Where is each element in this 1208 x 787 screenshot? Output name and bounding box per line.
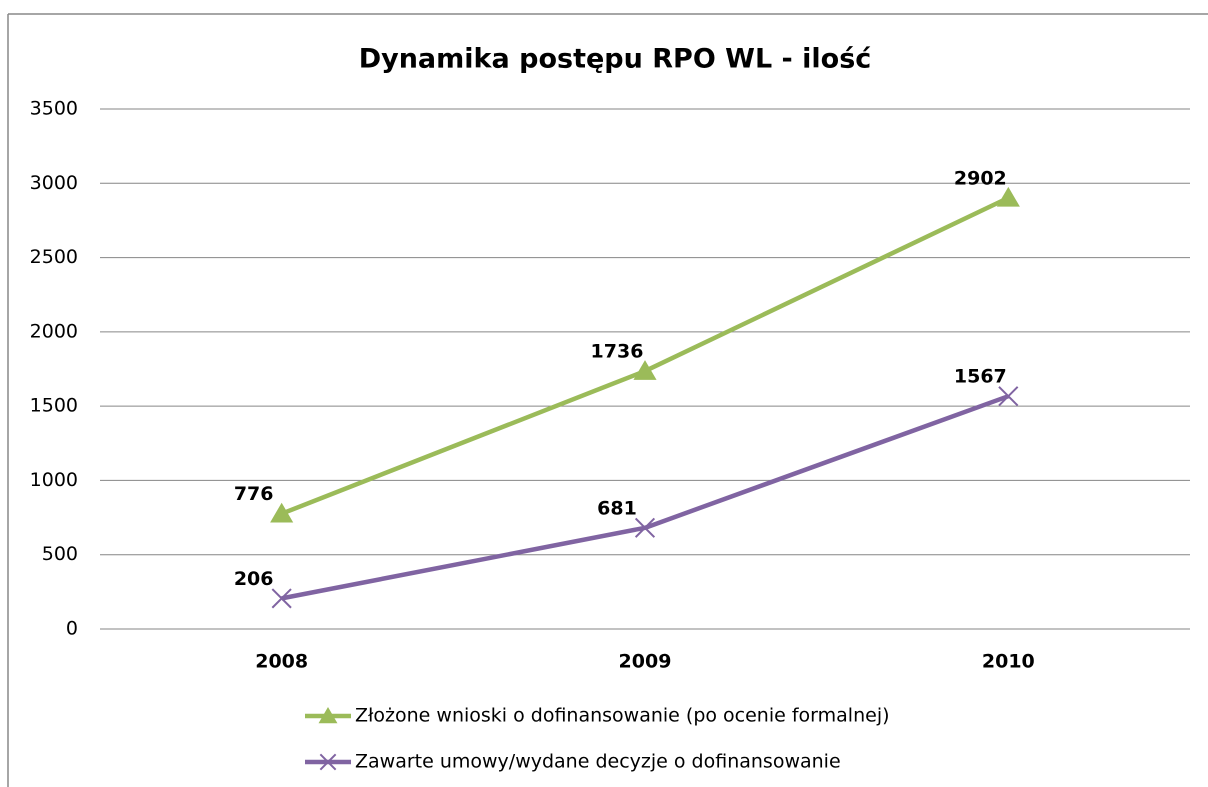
data-label: 1567	[954, 366, 1007, 388]
x-tick-label: 2009	[619, 651, 672, 673]
legend-label: Złożone wnioski o dofinansowanie (po oce…	[355, 705, 890, 727]
x-tick-label: 2010	[982, 651, 1035, 673]
legend-marker	[318, 707, 338, 724]
data-label: 681	[597, 497, 637, 519]
chart-title: Dynamika postępu RPO WL - ilość	[359, 44, 872, 75]
x-tick-label: 2008	[255, 651, 308, 673]
data-label: 2902	[954, 167, 1007, 189]
y-tick-label: 500	[42, 543, 78, 565]
legend-label: Zawarte umowy/wydane decyzje o dofinanso…	[355, 751, 841, 773]
y-tick-label: 2000	[30, 320, 78, 342]
data-point	[634, 517, 656, 538]
y-tick-label: 2500	[30, 246, 78, 268]
data-point	[271, 588, 292, 609]
y-tick-label: 3000	[30, 172, 78, 194]
y-tick-label: 0	[66, 618, 78, 640]
y-tick-label: 1000	[30, 469, 78, 491]
y-tick-label: 3500	[30, 98, 78, 120]
legend-marker	[319, 753, 337, 771]
data-label: 776	[234, 483, 274, 505]
data-point	[270, 502, 294, 523]
data-point	[998, 386, 1019, 407]
data-label: 206	[234, 568, 274, 590]
y-tick-label: 1500	[30, 395, 78, 417]
data-point	[633, 360, 657, 380]
data-point	[996, 186, 1020, 207]
data-label: 1736	[591, 341, 644, 363]
